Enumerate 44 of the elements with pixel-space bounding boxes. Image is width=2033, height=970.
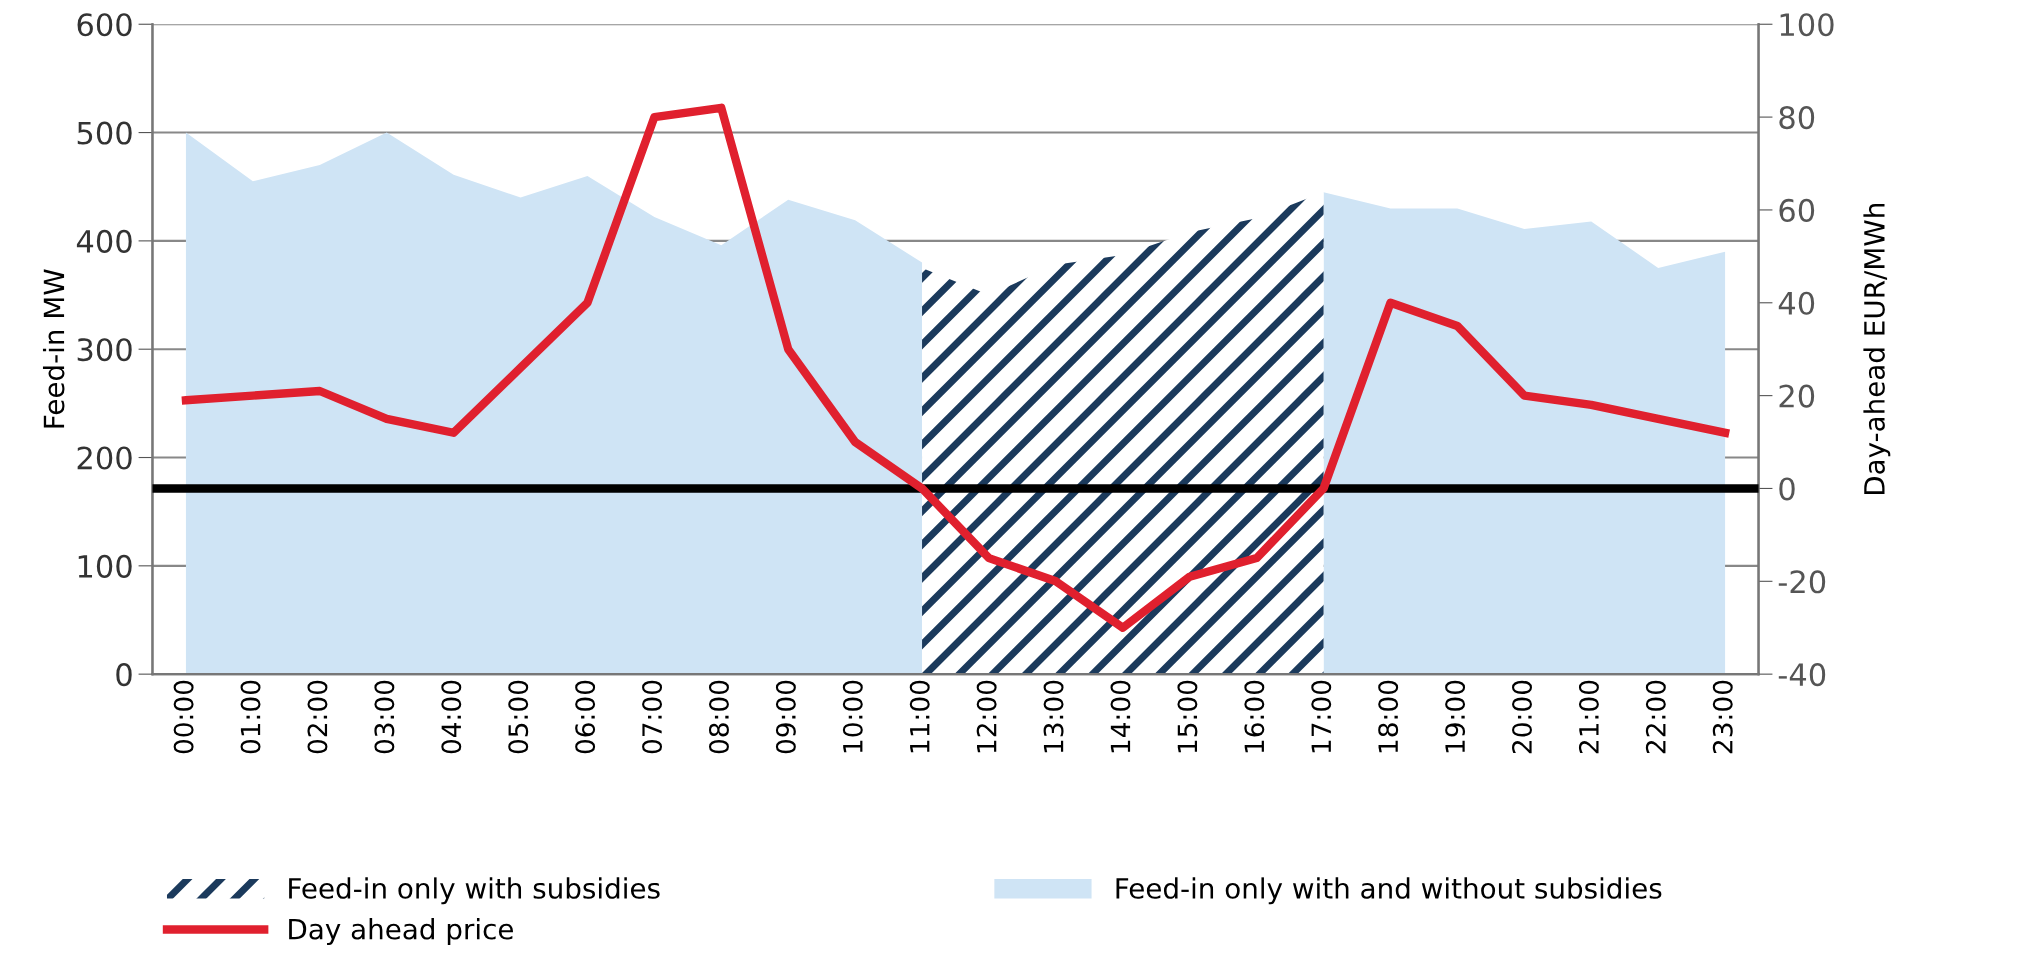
x-tick-label: 19:00 (1445, 680, 1466, 753)
legend-label: Feed-in only with and without subsidies (1116, 877, 1662, 905)
x-tick-label: 11:00 (909, 680, 930, 753)
x-tick-label: 04:00 (441, 680, 462, 754)
y-tick-label: 100 (78, 554, 132, 578)
x-tick-label: 22:00 (1645, 680, 1666, 754)
x-tick-label: 00:00 (173, 680, 194, 754)
y2-tick-label: 60 (1779, 198, 1815, 222)
x-tick-label: 12:00 (976, 680, 997, 753)
y2-tick-label: 0 (1779, 477, 1795, 501)
y-tick-label: 600 (77, 13, 132, 37)
x-tick-label: 21:00 (1578, 680, 1599, 754)
y-tick-label: 0 (116, 663, 132, 687)
x-tick-label: 09:00 (775, 680, 796, 754)
x-tick-label: 10:00 (842, 680, 863, 753)
x-tick-label: 17:00 (1311, 680, 1332, 753)
x-tick-label: 16:00 (1244, 680, 1265, 753)
y2-tick-label: -40 (1778, 663, 1826, 687)
legend-label: Day ahead price (289, 918, 513, 945)
y-axis-title: Feed-in MW (42, 269, 65, 428)
x-tick-label: 15:00 (1177, 680, 1198, 753)
y-tick-label: 500 (77, 121, 132, 145)
x-tick-label: 07:00 (642, 680, 663, 754)
y2-tick-label: -20 (1778, 570, 1826, 594)
y-tick-label: 200 (77, 446, 132, 470)
x-tick-label: 01:00 (240, 680, 261, 754)
y-tick-label: 400 (76, 229, 132, 253)
x-tick-label: 03:00 (374, 680, 395, 754)
x-tick-label: 20:00 (1512, 680, 1532, 754)
y2-axis-title: Day-ahead EUR/MWh (1863, 203, 1891, 495)
x-tick-label: 06:00 (575, 680, 596, 754)
x-tick-label: 02:00 (307, 680, 328, 754)
y2-tick-label: 100 (1780, 13, 1834, 37)
x-tick-label: 14:00 (1110, 680, 1131, 753)
y2-tick-label: 20 (1779, 384, 1815, 408)
x-tick-label: 05:00 (508, 680, 529, 754)
legend-label: Feed-in only with subsidies (289, 877, 660, 905)
y-tick-label: 300 (77, 338, 132, 362)
x-tick-label: 13:00 (1043, 680, 1064, 753)
y2-tick-label: 40 (1778, 291, 1815, 315)
y2-tick-label: 80 (1779, 106, 1815, 130)
x-tick-label: 08:00 (708, 680, 729, 754)
x-tick-label: 23:00 (1712, 680, 1733, 754)
x-tick-label: 18:00 (1378, 680, 1399, 753)
